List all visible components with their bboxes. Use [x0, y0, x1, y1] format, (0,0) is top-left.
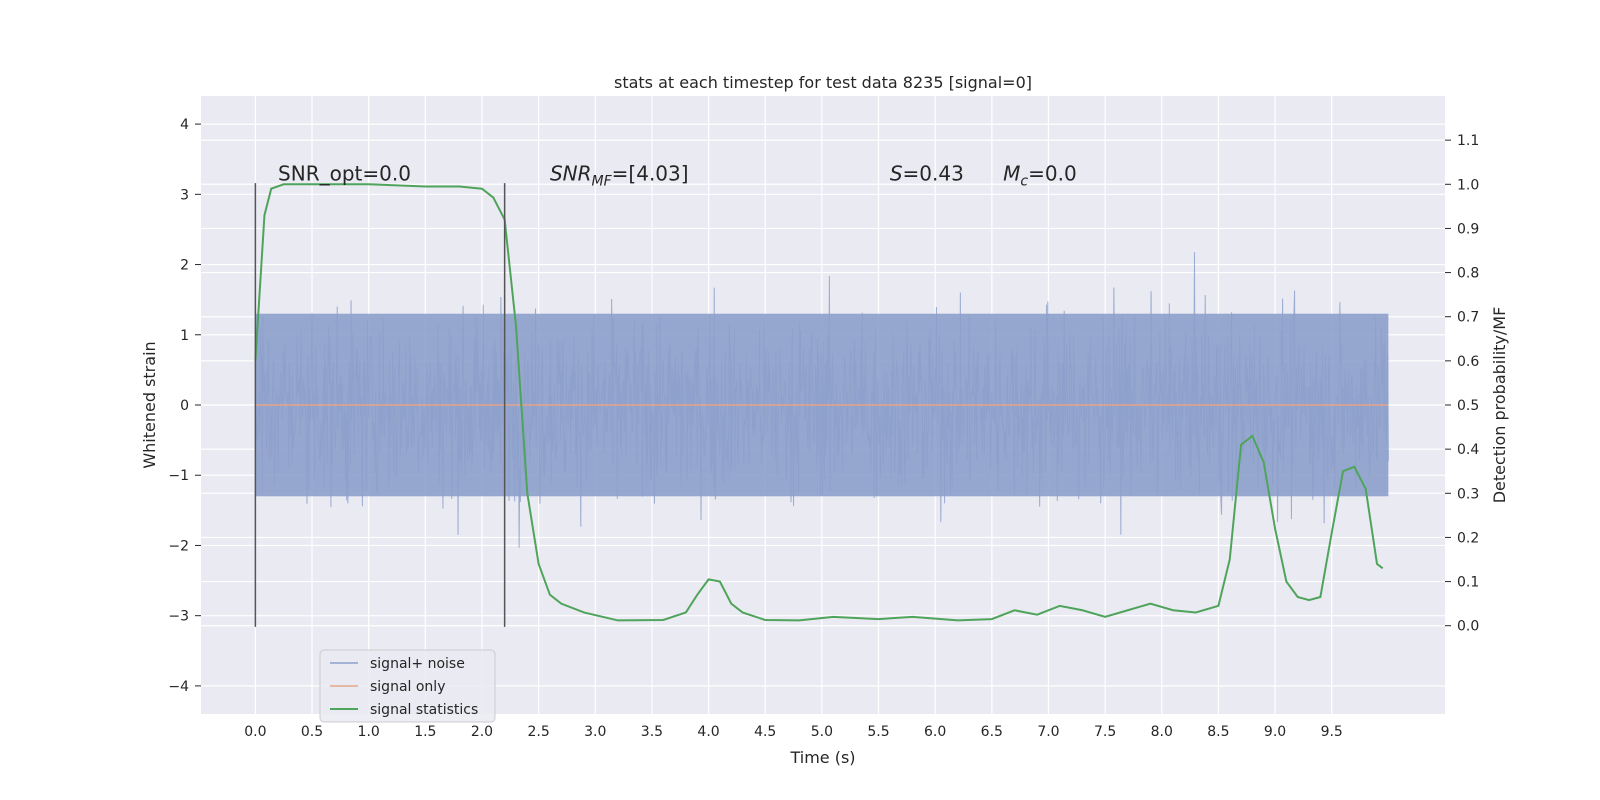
y-tick-label: 3: [180, 187, 189, 203]
right-y-axis-label: Detection probability/MF: [1490, 307, 1509, 504]
annotation: SNR_opt=0.0: [278, 161, 411, 185]
legend-label-signal-only: signal only: [370, 679, 445, 695]
x-tick-label: 0.5: [301, 724, 323, 740]
y-tick-label: 2: [180, 258, 189, 274]
x-axis-ticks: 0.0 0.5 1.0 1.5 2.0 2.5 3.0 3.5 4.0 4.5 5.0 5.5 6.0 6…: [244, 724, 1343, 740]
x-tick-label: 1.5: [414, 724, 436, 740]
x-tick-label: 5.5: [867, 724, 889, 740]
right-y-tick-label: 0.9: [1457, 221, 1479, 237]
x-tick-label: 9.5: [1321, 724, 1343, 740]
x-tick-label: 0.0: [244, 724, 266, 740]
right-y-tick-label: 0.3: [1457, 486, 1479, 502]
x-tick-label: 9.0: [1264, 724, 1286, 740]
y-tick-label: 0: [180, 398, 189, 414]
vertical-markers: [254, 183, 506, 627]
y-tick-label: 4: [180, 117, 189, 133]
annotation: SNRMF=[4.03]: [550, 161, 689, 189]
y-axis-ticks: −4 −3 −2 −1 0 1 2 3 4: [168, 117, 201, 695]
x-tick-label: 7.5: [1094, 724, 1116, 740]
x-tick-label: 3.5: [641, 724, 663, 740]
right-y-tick-label: 0.4: [1457, 442, 1479, 458]
y-tick-label: 1: [180, 328, 189, 344]
x-tick-label: 2.5: [527, 724, 549, 740]
x-tick-label: 7.0: [1037, 724, 1059, 740]
y-tick-label: −3: [168, 609, 189, 625]
x-tick-label: 6.5: [981, 724, 1003, 740]
annotations: SNR_opt=0.0 SNRMF=[4.03] S=0.43 Mc=0.0: [278, 161, 1077, 189]
x-tick-label: 4.5: [754, 724, 776, 740]
right-y-tick-label: 0.7: [1457, 310, 1479, 326]
x-tick-label: 8.0: [1151, 724, 1173, 740]
right-y-tick-label: 0.0: [1457, 619, 1479, 635]
right-y-tick-label: 0.8: [1457, 266, 1479, 282]
right-y-tick-label: 1.0: [1457, 177, 1479, 193]
legend-box: [319, 649, 496, 723]
chart-title: stats at each timestep for test data 823…: [614, 73, 1032, 92]
y-tick-label: −1: [168, 468, 189, 484]
right-y-tick-label: 0.1: [1457, 575, 1479, 591]
y-axis-label: Whitened strain: [140, 341, 159, 468]
annotation: S=0.43: [890, 161, 964, 185]
right-y-tick-label: 0.6: [1457, 354, 1479, 370]
x-tick-label: 2.0: [471, 724, 493, 740]
x-tick-label: 5.0: [811, 724, 833, 740]
y-tick-label: −4: [168, 679, 189, 695]
annotation: Mc=0.0: [1003, 161, 1077, 189]
series: [254, 183, 1389, 622]
legend-label-signal-noise: signal+ noise: [370, 656, 465, 672]
right-y-axis-ticks: 0.0 0.1 0.2 0.3 0.4 0.5 0.6 0.7 0.8 0.9 1.0 1.1: [1445, 133, 1479, 635]
legend: signal+ noise signal only signal statist…: [319, 649, 496, 723]
x-tick-label: 6.0: [924, 724, 946, 740]
y-tick-label: −2: [168, 538, 189, 554]
x-tick-label: 8.5: [1207, 724, 1229, 740]
x-tick-label: 1.0: [358, 724, 380, 740]
legend-label-signal-statistics: signal statistics: [370, 702, 478, 718]
signal-statistics-line: [254, 183, 1384, 622]
right-y-tick-label: 1.1: [1457, 133, 1479, 149]
x-tick-label: 4.0: [697, 724, 719, 740]
x-tick-label: 3.0: [584, 724, 606, 740]
x-axis-label: Time (s): [789, 748, 855, 767]
right-y-tick-label: 0.2: [1457, 530, 1479, 546]
right-y-tick-label: 0.5: [1457, 398, 1479, 414]
